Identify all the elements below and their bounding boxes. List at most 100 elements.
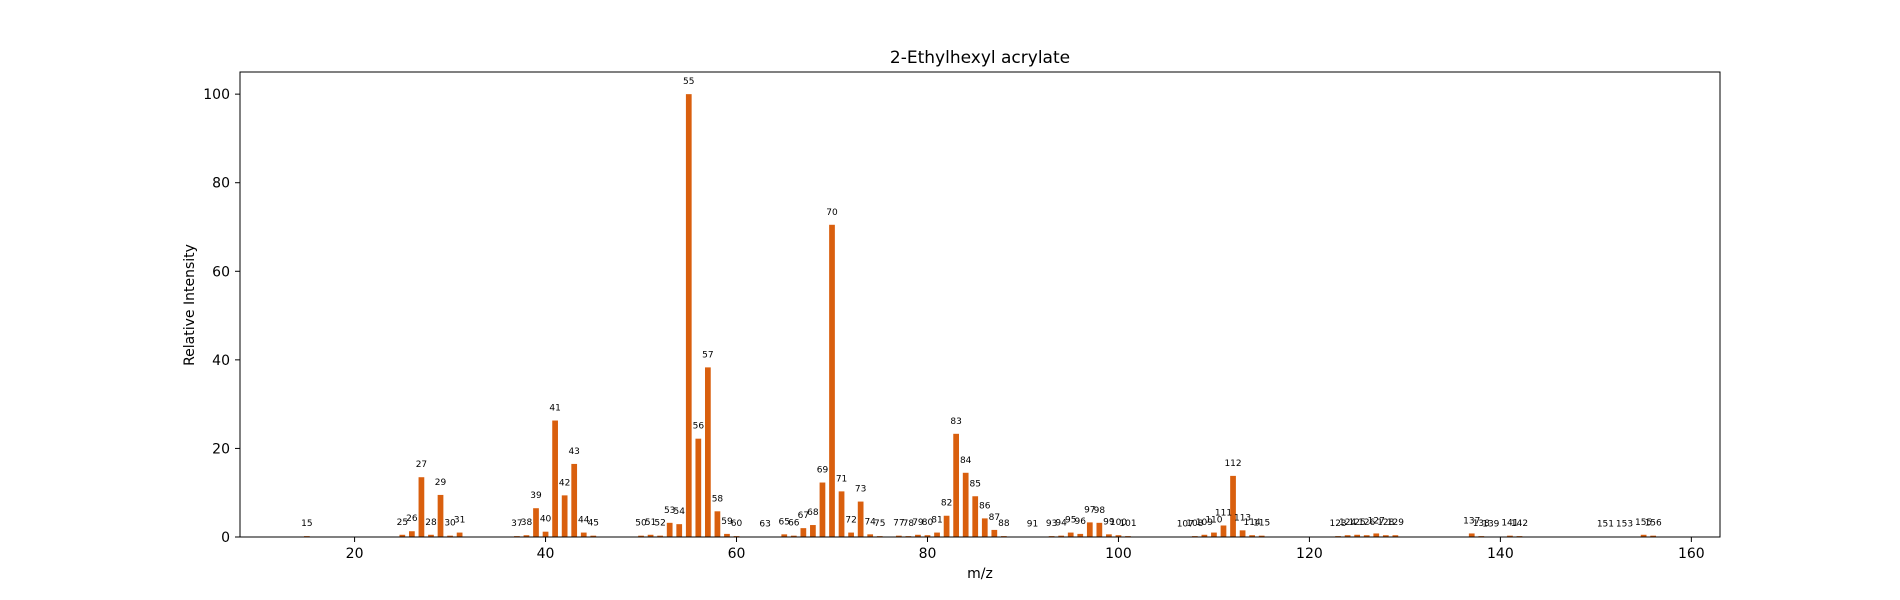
- peak-label-129: 129: [1387, 518, 1404, 528]
- peak-label-83: 83: [950, 417, 961, 427]
- peak-label-38: 38: [521, 518, 533, 528]
- bar-mz-27: [418, 477, 425, 537]
- bar-mz-56: [695, 438, 702, 537]
- peak-label-95: 95: [1065, 516, 1076, 526]
- peak-label-37: 37: [511, 519, 522, 529]
- peak-label-65: 65: [779, 517, 790, 527]
- y-tick-label: 80: [212, 176, 230, 192]
- bar-mz-73: [857, 501, 864, 537]
- peak-label-41: 41: [549, 404, 560, 414]
- bar-mz-155: [1640, 534, 1647, 537]
- peak-label-80: 80: [922, 518, 934, 528]
- peak-label-77: 77: [893, 519, 904, 529]
- bar-mz-67: [800, 528, 807, 537]
- peak-label-85: 85: [969, 479, 980, 489]
- peak-label-42: 42: [559, 478, 570, 488]
- bar-mz-115: [1258, 535, 1265, 537]
- peak-label-151: 151: [1597, 520, 1614, 530]
- y-tick-label: 60: [212, 264, 230, 280]
- peak-label-126: 126: [1358, 518, 1375, 528]
- peak-label-53: 53: [664, 506, 675, 516]
- peak-label-94: 94: [1055, 519, 1067, 529]
- peak-label-59: 59: [721, 517, 733, 527]
- plot-frame: [239, 71, 1721, 538]
- bar-mz-110: [1211, 532, 1217, 537]
- bar-mz-65: [781, 534, 788, 537]
- peak-label-55: 55: [683, 77, 694, 87]
- peak-label-110: 110: [1205, 516, 1222, 526]
- bar-mz-141: [1507, 535, 1513, 537]
- bar-mz-79: [915, 534, 921, 537]
- peak-label-30: 30: [444, 519, 456, 529]
- x-axis-ticks: 20 40 60 80 100 120 140 160: [346, 537, 1705, 562]
- peak-label-153: 153: [1616, 520, 1633, 530]
- bar-mz-44: [580, 532, 587, 537]
- bar-mz-41: [552, 420, 558, 537]
- x-tick-label: 100: [1105, 546, 1132, 562]
- peak-label-155: 155: [1635, 518, 1652, 528]
- bar-mz-94: [1058, 535, 1065, 537]
- bar-mz-126: [1363, 535, 1370, 537]
- peak-label-114: 114: [1244, 518, 1261, 528]
- bar-mz-84: [962, 472, 969, 537]
- bar-mz-137: [1468, 533, 1475, 537]
- bar-mz-97: [1086, 522, 1093, 537]
- peak-label-115: 115: [1253, 519, 1270, 529]
- peak-label-99: 99: [1103, 517, 1115, 527]
- peak-label-54: 54: [673, 507, 685, 517]
- x-tick-label: 160: [1678, 546, 1705, 562]
- peak-label-111: 111: [1215, 508, 1232, 518]
- peak-label-43: 43: [568, 447, 579, 457]
- bar-mz-50: [638, 535, 644, 537]
- peak-label-70: 70: [826, 208, 838, 218]
- peak-label-45: 45: [588, 519, 599, 529]
- bar-mz-128: [1382, 535, 1389, 537]
- peak-label-93: 93: [1046, 519, 1057, 529]
- bars-layer: [303, 94, 1657, 538]
- bar-mz-57: [705, 367, 711, 537]
- peak-label-91: 91: [1027, 520, 1038, 530]
- peak-label-50: 50: [635, 519, 647, 529]
- peak-label-88: 88: [998, 519, 1010, 529]
- bar-mz-114: [1249, 535, 1255, 537]
- bar-mz-95: [1067, 532, 1074, 537]
- x-tick-label: 20: [346, 546, 364, 562]
- bar-mz-68: [810, 525, 816, 537]
- bar-mz-59: [724, 533, 730, 537]
- bar-mz-86: [981, 518, 988, 537]
- peak-label-96: 96: [1075, 517, 1087, 527]
- peak-label-74: 74: [864, 517, 876, 527]
- peak-label-137: 137: [1463, 516, 1480, 526]
- x-tick-label: 60: [728, 546, 746, 562]
- x-tick-label: 40: [537, 546, 555, 562]
- peak-label-40: 40: [540, 515, 552, 525]
- bar-mz-72: [848, 532, 854, 537]
- peak-label-86: 86: [979, 501, 991, 511]
- bar-mz-70: [829, 224, 835, 538]
- bar-mz-98: [1096, 522, 1103, 537]
- bar-mz-58: [714, 511, 721, 537]
- peak-label-58: 58: [712, 494, 724, 504]
- bar-mz-156: [1650, 535, 1657, 537]
- bar-mz-40: [542, 531, 549, 537]
- bar-mz-29: [437, 494, 444, 537]
- bar-mz-74: [867, 534, 874, 537]
- peak-label-127: 127: [1368, 516, 1385, 526]
- bar-mz-43: [571, 463, 578, 537]
- peak-label-68: 68: [807, 508, 819, 518]
- peak-label-101: 101: [1119, 519, 1136, 529]
- peak-label-51: 51: [645, 518, 656, 528]
- bar-mz-39: [533, 508, 539, 537]
- peak-label-31: 31: [454, 516, 465, 526]
- peak-label-98: 98: [1094, 506, 1106, 516]
- peak-label-156: 156: [1645, 519, 1662, 529]
- y-tick-label: 20: [212, 441, 230, 457]
- peak-label-63: 63: [759, 520, 770, 530]
- peak-label-84: 84: [960, 456, 972, 466]
- peak-label-27: 27: [416, 460, 427, 470]
- peak-label-39: 39: [530, 491, 542, 501]
- peak-label-108: 108: [1186, 519, 1203, 529]
- peak-label-75: 75: [874, 519, 885, 529]
- peak-label-57: 57: [702, 350, 713, 360]
